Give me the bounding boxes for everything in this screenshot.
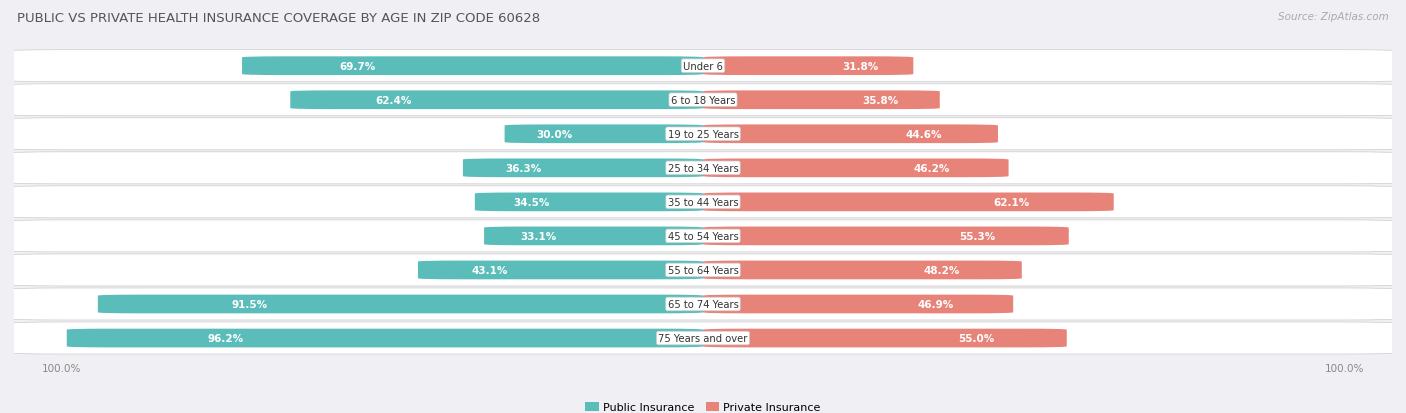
FancyBboxPatch shape — [703, 227, 1069, 246]
Text: 62.1%: 62.1% — [993, 197, 1029, 207]
FancyBboxPatch shape — [7, 221, 1399, 252]
Text: 46.9%: 46.9% — [918, 299, 953, 309]
Text: 19 to 25 Years: 19 to 25 Years — [668, 129, 738, 140]
Text: 69.7%: 69.7% — [339, 62, 375, 71]
FancyBboxPatch shape — [7, 288, 1399, 320]
Text: 91.5%: 91.5% — [231, 299, 267, 309]
Text: 31.8%: 31.8% — [842, 62, 879, 71]
FancyBboxPatch shape — [484, 227, 703, 246]
Text: 25 to 34 Years: 25 to 34 Years — [668, 164, 738, 173]
Text: 35.8%: 35.8% — [862, 95, 898, 105]
Text: PUBLIC VS PRIVATE HEALTH INSURANCE COVERAGE BY AGE IN ZIP CODE 60628: PUBLIC VS PRIVATE HEALTH INSURANCE COVER… — [17, 12, 540, 25]
FancyBboxPatch shape — [463, 159, 703, 178]
Text: 36.3%: 36.3% — [505, 164, 541, 173]
Legend: Public Insurance, Private Insurance: Public Insurance, Private Insurance — [581, 398, 825, 413]
FancyBboxPatch shape — [7, 85, 1399, 116]
Text: 30.0%: 30.0% — [536, 129, 572, 140]
Text: 55.3%: 55.3% — [959, 231, 995, 241]
FancyBboxPatch shape — [7, 254, 1399, 286]
FancyBboxPatch shape — [418, 261, 703, 280]
Text: 46.2%: 46.2% — [914, 164, 950, 173]
FancyBboxPatch shape — [703, 159, 1008, 178]
Text: 6 to 18 Years: 6 to 18 Years — [671, 95, 735, 105]
FancyBboxPatch shape — [7, 186, 1399, 218]
Text: 48.2%: 48.2% — [924, 265, 960, 275]
FancyBboxPatch shape — [703, 329, 1067, 348]
FancyBboxPatch shape — [7, 119, 1399, 150]
Text: 35 to 44 Years: 35 to 44 Years — [668, 197, 738, 207]
FancyBboxPatch shape — [290, 91, 703, 110]
FancyBboxPatch shape — [703, 91, 939, 110]
Text: 62.4%: 62.4% — [375, 95, 412, 105]
FancyBboxPatch shape — [66, 329, 703, 348]
Text: 33.1%: 33.1% — [520, 231, 557, 241]
Text: 44.6%: 44.6% — [905, 129, 942, 140]
Text: 43.1%: 43.1% — [471, 265, 508, 275]
Text: 100.0%: 100.0% — [42, 363, 82, 373]
FancyBboxPatch shape — [703, 261, 1022, 280]
FancyBboxPatch shape — [7, 322, 1399, 354]
FancyBboxPatch shape — [703, 193, 1114, 212]
FancyBboxPatch shape — [703, 295, 1014, 313]
FancyBboxPatch shape — [703, 125, 998, 144]
FancyBboxPatch shape — [7, 50, 1399, 83]
Text: 55.0%: 55.0% — [957, 333, 994, 343]
FancyBboxPatch shape — [98, 295, 703, 313]
FancyBboxPatch shape — [703, 57, 914, 76]
FancyBboxPatch shape — [475, 193, 703, 212]
Text: Source: ZipAtlas.com: Source: ZipAtlas.com — [1278, 12, 1389, 22]
Text: Under 6: Under 6 — [683, 62, 723, 71]
FancyBboxPatch shape — [242, 57, 703, 76]
Text: 96.2%: 96.2% — [208, 333, 243, 343]
Text: 75 Years and over: 75 Years and over — [658, 333, 748, 343]
Text: 100.0%: 100.0% — [1324, 363, 1364, 373]
Text: 45 to 54 Years: 45 to 54 Years — [668, 231, 738, 241]
Text: 34.5%: 34.5% — [513, 197, 550, 207]
Text: 55 to 64 Years: 55 to 64 Years — [668, 265, 738, 275]
FancyBboxPatch shape — [505, 125, 703, 144]
Text: 65 to 74 Years: 65 to 74 Years — [668, 299, 738, 309]
FancyBboxPatch shape — [7, 152, 1399, 184]
